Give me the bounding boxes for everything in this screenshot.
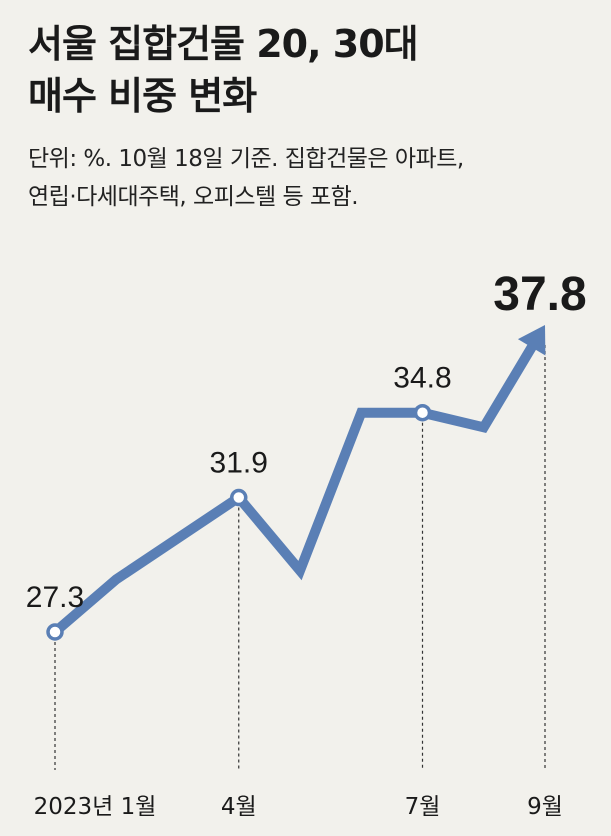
data-label-2023-01: 27.3 bbox=[26, 581, 84, 614]
series-arrow-head bbox=[517, 325, 546, 356]
x-tick-label-2023-04: 4월 bbox=[221, 794, 257, 820]
data-label-2023-07: 34.8 bbox=[393, 362, 451, 395]
chart-subtitle-line-1: 단위: %. 10월 18일 기준. 집합건물은 아파트, bbox=[28, 146, 464, 172]
point-marker-2023-01 bbox=[46, 623, 64, 641]
series-line bbox=[51, 343, 537, 636]
chart-title-line-2: 매수 비중 변화 bbox=[28, 74, 257, 118]
chart-subtitle: 단위: %. 10월 18일 기준. 집합건물은 아파트, 연립·다세대주택, … bbox=[28, 140, 598, 216]
point-marker-2023-04 bbox=[230, 488, 248, 507]
chart-title-line-1: 서울 집합건물 20, 30대 bbox=[28, 22, 419, 66]
chart-title: 서울 집합건물 20, 30대 매수 비중 변화 bbox=[28, 18, 419, 122]
point-marker-2023-07 bbox=[413, 403, 432, 422]
chart-subtitle-line-2: 연립·다세대주택, 오피스텔 등 포함. bbox=[28, 184, 359, 210]
data-label-2023-09: 37.8 bbox=[493, 268, 586, 321]
x-tick-label-2023-07: 7월 bbox=[405, 794, 441, 820]
x-tick-label-2023-01: 2023년 1월 bbox=[34, 794, 157, 820]
data-label-2023-04: 31.9 bbox=[210, 447, 268, 480]
x-tick-label-2023-09: 9월 bbox=[527, 794, 563, 820]
